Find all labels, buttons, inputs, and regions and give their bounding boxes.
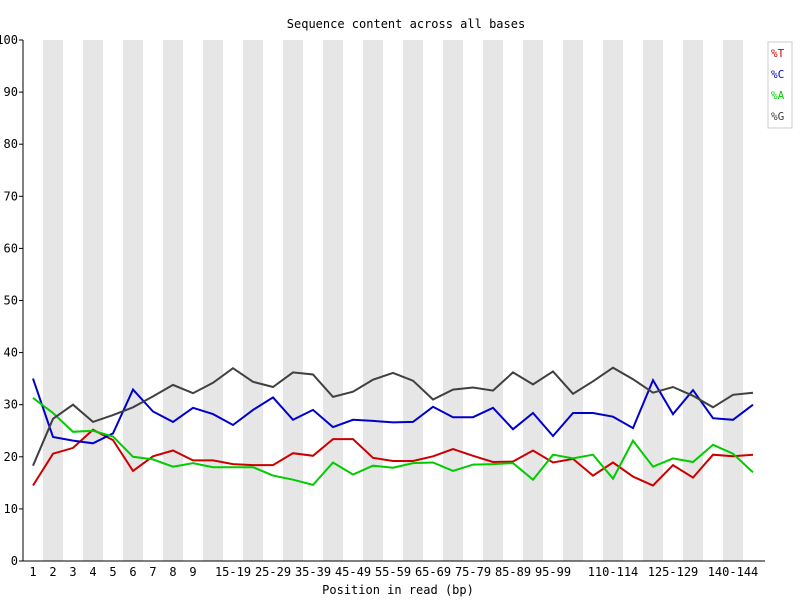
y-tick-label: 10 bbox=[4, 502, 18, 516]
grid-band bbox=[403, 40, 423, 561]
series-line-pct-g bbox=[32, 366, 754, 467]
x-tick-label: 85-89 bbox=[495, 565, 531, 579]
x-tick-label: 140-144 bbox=[708, 565, 759, 579]
grid-band bbox=[323, 40, 343, 561]
x-tick-label: 6 bbox=[129, 565, 136, 579]
grid-band bbox=[283, 40, 303, 561]
grid-band bbox=[603, 40, 623, 561]
x-tick-label: 1 bbox=[29, 565, 36, 579]
legend: %T %C %A %G bbox=[767, 41, 793, 129]
series-line-pct-t bbox=[32, 428, 754, 487]
x-tick-label: 65-69 bbox=[415, 565, 451, 579]
y-gridlines bbox=[19, 39, 23, 562]
x-tick-label: 7 bbox=[149, 565, 156, 579]
legend-box bbox=[767, 41, 793, 129]
x-tick-label: 95-99 bbox=[535, 565, 571, 579]
y-tick-label: 50 bbox=[4, 294, 18, 308]
grid-band bbox=[563, 40, 583, 561]
x-tick-label: 2 bbox=[49, 565, 56, 579]
grid-band bbox=[363, 40, 383, 561]
y-tick-label: 90 bbox=[4, 85, 18, 99]
y-tick-label: 80 bbox=[4, 137, 18, 151]
x-tick-label: 110-114 bbox=[588, 565, 639, 579]
grid-band bbox=[243, 40, 263, 561]
legend-entry: %A bbox=[771, 89, 785, 102]
x-tick-label: 75-79 bbox=[455, 565, 491, 579]
series-line-pct-c bbox=[32, 377, 754, 445]
x-axis-label: Position in read (bp) bbox=[322, 583, 474, 597]
y-tick-label: 60 bbox=[4, 241, 18, 255]
y-tick-labels: 0 10 20 30 40 50 60 70 80 90 100 bbox=[0, 33, 18, 568]
x-tick-label: 5 bbox=[109, 565, 116, 579]
grid-band bbox=[483, 40, 503, 561]
x-tick-labels: 1 2 3 4 5 6 7 8 9 15-19 25-29 35-39 45-49 55-59 65-69 7… bbox=[29, 565, 758, 579]
x-tick-label: 25-29 bbox=[255, 565, 291, 579]
grid-band bbox=[683, 40, 703, 561]
y-tick-label: 0 bbox=[11, 554, 18, 568]
x-tick-label: 15-19 bbox=[215, 565, 251, 579]
grid-band bbox=[83, 40, 103, 561]
grid-band bbox=[43, 40, 63, 561]
background-bands bbox=[43, 40, 743, 561]
legend-entry: %C bbox=[771, 68, 784, 81]
legend-entry: %G bbox=[771, 110, 784, 123]
series-line-pct-a bbox=[32, 397, 754, 487]
y-tick-label: 20 bbox=[4, 450, 18, 464]
y-tick-label: 40 bbox=[4, 346, 18, 360]
x-tick-label: 45-49 bbox=[335, 565, 371, 579]
grid-band bbox=[443, 40, 463, 561]
x-tick-label: 55-59 bbox=[375, 565, 411, 579]
chart-title: Sequence content across all bases bbox=[287, 17, 525, 31]
grid-band bbox=[203, 40, 223, 561]
x-tick-label: 35-39 bbox=[295, 565, 331, 579]
x-tick-label: 125-129 bbox=[648, 565, 699, 579]
y-tick-label: 100 bbox=[0, 33, 18, 47]
grid-band bbox=[123, 40, 143, 561]
grid-band bbox=[723, 40, 743, 561]
series-lines bbox=[32, 366, 754, 487]
legend-entry: %T bbox=[771, 47, 785, 60]
grid-band bbox=[163, 40, 183, 561]
x-tick-label: 9 bbox=[189, 565, 196, 579]
axes bbox=[22, 40, 765, 562]
y-tick-label: 70 bbox=[4, 189, 18, 203]
x-tick-label: 8 bbox=[169, 565, 176, 579]
grid-band bbox=[643, 40, 663, 561]
y-tick-label: 30 bbox=[4, 398, 18, 412]
x-tick-label: 3 bbox=[69, 565, 76, 579]
grid-band bbox=[523, 40, 543, 561]
x-tick-label: 4 bbox=[89, 565, 96, 579]
